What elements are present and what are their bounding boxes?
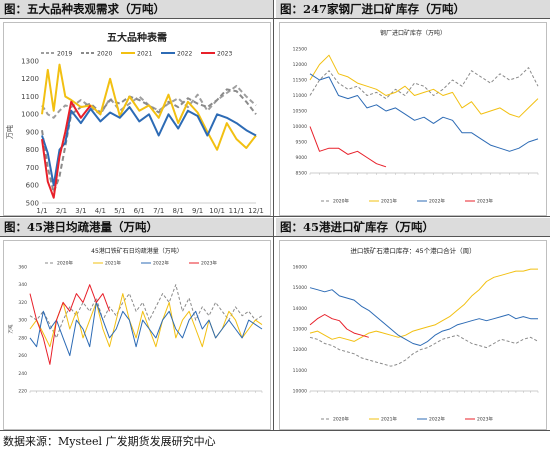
x-tick-label: 1/1 (36, 207, 47, 215)
y-tick-label: 12500 (293, 47, 307, 53)
y-tick-label: 300 (18, 318, 27, 324)
y-tick-label: 340 (18, 282, 27, 288)
x-tick-label: 8/1 (173, 207, 184, 215)
chart-title: 45港口铁矿石日均疏港量（万吨） (91, 247, 183, 255)
legend-label: 2020年 (333, 416, 349, 423)
panel-3-header: 图：45港日均疏港量（万吨） (0, 218, 274, 236)
y-tick-label: 11000 (293, 93, 307, 99)
x-tick-label: 11/1 (229, 207, 245, 215)
series-line-2021 (29, 293, 263, 348)
y-tick-label: 700 (26, 164, 39, 172)
series-line-2020 (41, 88, 257, 194)
y-tick-label: 1300 (21, 57, 39, 65)
legend-label: 2022年 (153, 260, 169, 267)
x-tick-label: 5/1 (114, 207, 125, 215)
chart-title: 进口铁矿石港口库存：45个港口合计（周） (350, 246, 475, 255)
y-tick-label: 600 (26, 182, 39, 190)
data-source: 数据来源：Mysteel 广发期货发展研究中心 (3, 435, 216, 448)
y-tick-label: 500 (26, 199, 39, 207)
legend-label: 2021年 (381, 198, 397, 205)
y-tick-label: 800 (26, 146, 39, 154)
series-line-2023 (29, 284, 110, 365)
series-line-2020 (309, 334, 539, 367)
legend-label: 2020年 (57, 260, 73, 267)
legend-label: 2021年 (381, 416, 397, 423)
y-tick-label: 1000 (21, 111, 39, 119)
x-tick-label: 6/1 (134, 207, 145, 215)
chart-3: 45港口铁矿石日均疏港量（万吨） 220 240 260 280 300 320 340 360… (3, 240, 271, 430)
y-tick-label: 15000 (293, 285, 307, 291)
y-tick-label: 9000 (296, 155, 308, 161)
chart-2: 钢厂进口矿库存（万吨） 8500 9000 9500 10000 10500 11000 11… (279, 22, 547, 216)
y-axis-label: 万吨 (7, 324, 14, 333)
y-tick-label: 10000 (293, 389, 307, 395)
divider-bottom (0, 430, 550, 431)
x-tick-label: 9/1 (192, 207, 203, 215)
y-tick-label: 10000 (293, 124, 307, 130)
series-line-2022 (29, 301, 263, 357)
legend-label: 2023年 (477, 416, 493, 423)
series-line-2021 (309, 54, 539, 118)
legend-label: 2023 (217, 51, 232, 58)
chart-4: 进口铁矿石港口库存：45个港口合计（周） 10000 11000 12000 13000… (279, 240, 547, 430)
y-tick-label: 360 (18, 265, 27, 271)
chart-1: 五大品种表需 500 600 700 800 900 1000 1100 1200 1300 万吨 1… (3, 22, 271, 216)
y-tick-label: 9500 (296, 140, 308, 146)
y-tick-label: 10500 (293, 109, 307, 115)
y-tick-label: 1200 (21, 75, 39, 83)
y-tick-label: 12000 (293, 62, 307, 68)
series-line-2022 (309, 287, 538, 346)
series-line-2021 (41, 63, 257, 151)
series-line-2020 (309, 67, 539, 100)
y-tick-label: 11500 (293, 78, 307, 84)
x-tick-label: 4/1 (95, 207, 106, 215)
chart-title: 钢厂进口矿库存（万吨） (380, 29, 446, 37)
y-tick-label: 14000 (293, 306, 307, 312)
x-tick-label: 10/1 (209, 207, 225, 215)
series-line-2023 (309, 314, 369, 338)
y-tick-label: 900 (26, 128, 39, 136)
y-tick-label: 8500 (296, 171, 308, 177)
divider-middle-2 (0, 236, 550, 237)
series-line-2021 (309, 268, 538, 342)
panel-1-header: 图：五大品种表观需求（万吨） (0, 0, 274, 18)
y-tick-label: 11000 (293, 368, 307, 374)
panel-4-header: 图：45港进口矿库存（万吨） (276, 218, 550, 236)
y-tick-label: 280 (18, 335, 27, 341)
y-tick-label: 240 (18, 371, 27, 377)
legend-label: 2023年 (201, 260, 217, 267)
series-line-2023 (309, 126, 387, 168)
series-line-2023 (41, 100, 92, 199)
panel-2-header: 图：247家钢厂进口矿库存（万吨） (276, 0, 550, 18)
chart-title: 五大品种表需 (107, 31, 167, 44)
legend-label: 2021年 (105, 260, 121, 267)
y-tick-label: 13000 (293, 327, 307, 333)
legend-label: 2022年 (429, 198, 445, 205)
legend-label: 2021 (137, 51, 152, 58)
x-tick-label: 3/1 (75, 207, 86, 215)
x-tick-label: 12/1 (248, 207, 264, 215)
divider-middle (0, 216, 550, 217)
x-tick-label: 2/1 (56, 207, 67, 215)
series-line-2020 (29, 284, 263, 339)
divider-top (0, 18, 550, 19)
x-tick-label: 7/1 (153, 207, 164, 215)
series-line-2022 (309, 73, 539, 152)
series-line-2022 (41, 106, 257, 187)
legend-label: 2023年 (477, 198, 493, 205)
y-tick-label: 260 (18, 353, 27, 359)
y-axis-label: 万吨 (5, 125, 14, 139)
y-tick-label: 220 (18, 389, 27, 395)
y-tick-label: 320 (18, 300, 27, 306)
legend-label: 2020 (97, 51, 112, 58)
legend-label: 2022 (177, 51, 192, 58)
y-tick-label: 1100 (21, 93, 39, 101)
divider-vertical (273, 0, 274, 430)
legend-label: 2020年 (333, 198, 349, 205)
y-tick-label: 16000 (293, 265, 307, 271)
legend-label: 2019 (57, 51, 72, 58)
legend-label: 2022年 (429, 416, 445, 423)
y-tick-label: 12000 (293, 347, 307, 353)
